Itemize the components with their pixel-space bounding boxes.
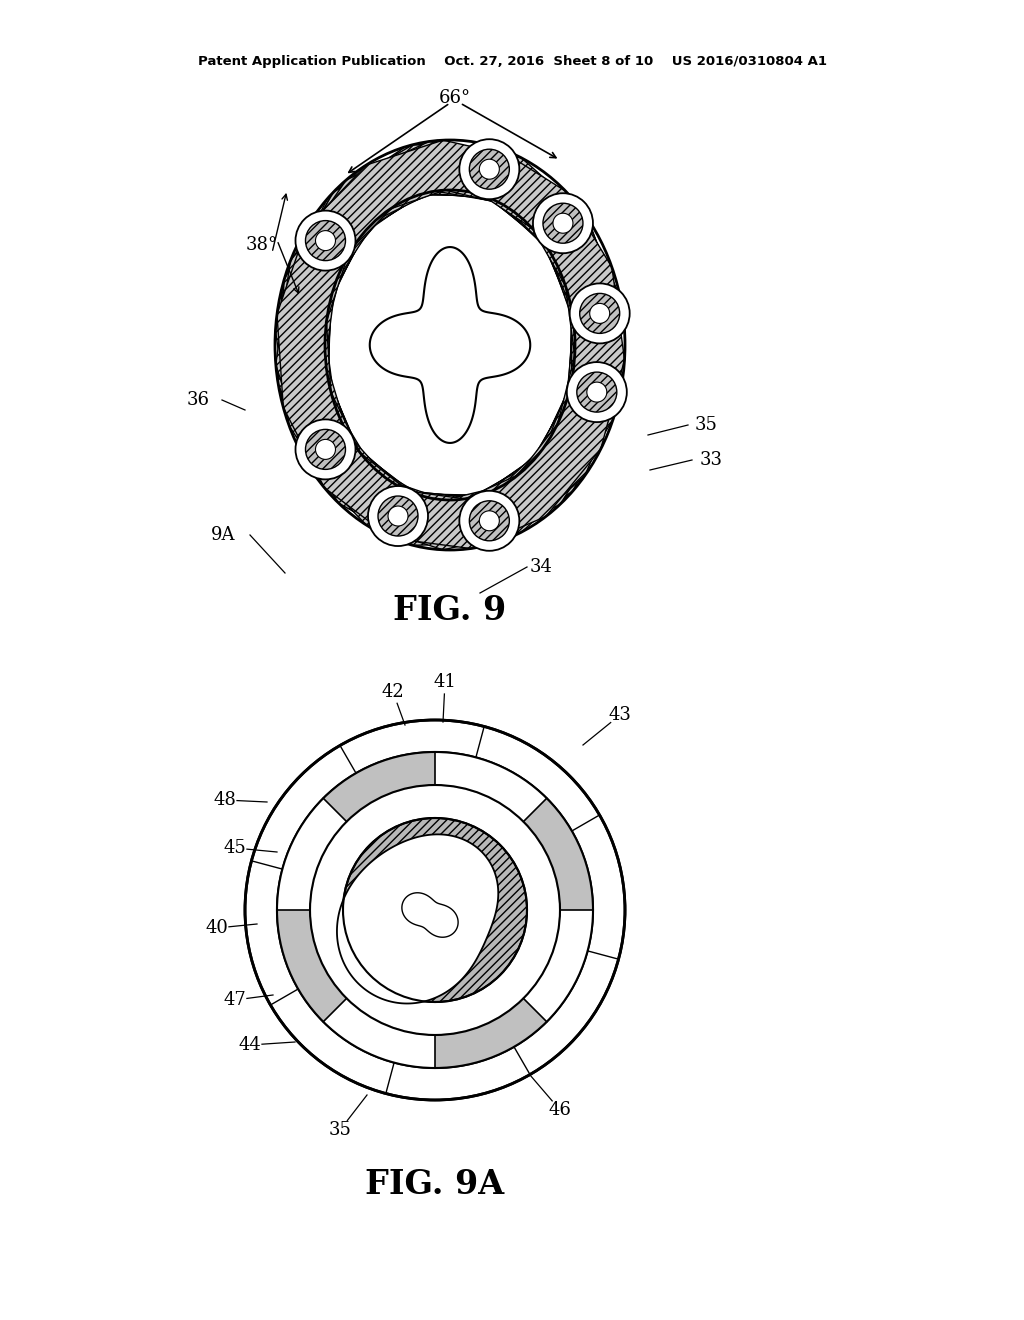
Polygon shape: [280, 144, 623, 544]
Ellipse shape: [260, 125, 640, 565]
Polygon shape: [324, 752, 435, 821]
Circle shape: [388, 506, 408, 527]
Circle shape: [368, 486, 428, 546]
Polygon shape: [306, 140, 621, 550]
Text: 42: 42: [382, 682, 404, 701]
Polygon shape: [279, 144, 623, 546]
Text: 35: 35: [329, 1121, 351, 1139]
Circle shape: [532, 193, 593, 253]
Polygon shape: [370, 247, 530, 444]
Circle shape: [378, 496, 418, 536]
Polygon shape: [281, 147, 621, 545]
Circle shape: [305, 429, 345, 470]
Circle shape: [543, 203, 583, 243]
Circle shape: [587, 381, 607, 403]
Polygon shape: [278, 909, 346, 1022]
Polygon shape: [337, 834, 499, 1003]
Circle shape: [310, 785, 560, 1035]
Circle shape: [460, 139, 519, 199]
Circle shape: [577, 372, 616, 412]
Circle shape: [567, 362, 627, 422]
Polygon shape: [435, 998, 547, 1068]
Polygon shape: [523, 799, 593, 909]
Circle shape: [315, 440, 336, 459]
Circle shape: [469, 149, 509, 189]
Circle shape: [296, 211, 355, 271]
Circle shape: [479, 160, 500, 180]
Circle shape: [460, 491, 519, 550]
Polygon shape: [523, 909, 593, 1022]
Polygon shape: [401, 892, 458, 937]
Polygon shape: [435, 752, 547, 821]
Circle shape: [343, 818, 527, 1002]
Text: 9A: 9A: [211, 525, 234, 544]
Polygon shape: [276, 147, 625, 549]
Circle shape: [553, 214, 573, 234]
Polygon shape: [275, 141, 624, 548]
Circle shape: [311, 785, 559, 1034]
Text: Patent Application Publication    Oct. 27, 2016  Sheet 8 of 10    US 2016/031080: Patent Application Publication Oct. 27, …: [198, 55, 826, 69]
Circle shape: [278, 752, 593, 1068]
Text: 38°: 38°: [246, 236, 279, 253]
Circle shape: [569, 284, 630, 343]
Text: 48: 48: [214, 791, 237, 809]
Text: 66°: 66°: [439, 88, 471, 107]
Text: 43: 43: [608, 706, 632, 723]
Polygon shape: [275, 140, 621, 545]
Polygon shape: [279, 145, 621, 543]
Text: 40: 40: [206, 919, 228, 937]
Circle shape: [580, 293, 620, 334]
Text: 33: 33: [700, 451, 723, 469]
Text: 35: 35: [695, 416, 718, 434]
Text: 41: 41: [433, 673, 457, 690]
Text: 45: 45: [223, 840, 247, 857]
Text: 44: 44: [239, 1036, 261, 1053]
Circle shape: [245, 719, 625, 1100]
Circle shape: [305, 220, 345, 260]
Text: FIG. 9A: FIG. 9A: [366, 1168, 505, 1201]
Text: 36: 36: [187, 391, 210, 409]
Circle shape: [479, 511, 500, 531]
Polygon shape: [278, 799, 346, 909]
Text: 46: 46: [549, 1101, 571, 1119]
Text: 47: 47: [223, 991, 247, 1008]
Text: 34: 34: [530, 558, 553, 576]
Circle shape: [590, 304, 609, 323]
Text: FIG. 9: FIG. 9: [393, 594, 507, 627]
Circle shape: [315, 231, 336, 251]
Circle shape: [296, 420, 355, 479]
Polygon shape: [324, 998, 435, 1068]
Circle shape: [469, 500, 509, 541]
